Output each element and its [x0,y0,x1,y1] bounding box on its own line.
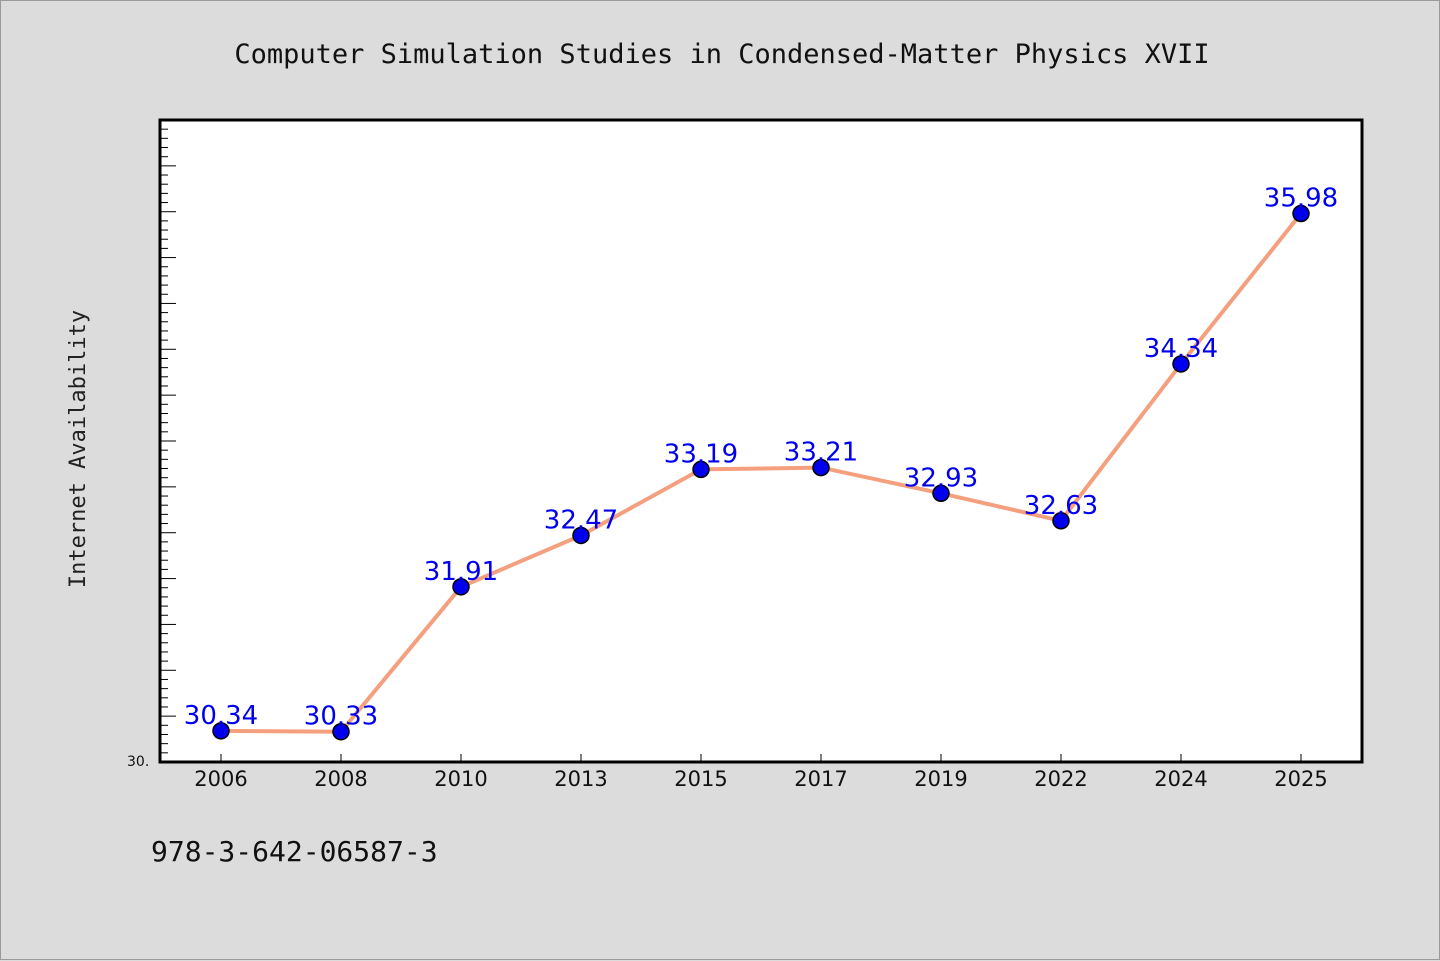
x-tick-label: 2017 [794,767,847,791]
data-label: 34.34 [1144,334,1218,364]
data-point [812,458,830,477]
data-markers [212,204,1310,741]
data-label: 33.19 [664,439,738,469]
data-label: 33.21 [784,438,858,468]
data-point [572,526,590,545]
data-label: 30.33 [304,702,378,732]
data-point [1052,512,1070,530]
chart-title: Computer Simulation Studies in Condensed… [234,39,1209,70]
data-point [452,578,470,596]
x-tick-label: 2006 [194,767,247,791]
data-label: 32.93 [904,463,978,493]
data-label: 32.47 [544,505,618,535]
x-tick-label: 2019 [914,767,967,791]
data-point [932,484,950,503]
x-axis-ticks: 2006 2008 2010 2013 2015 2017 2019 2022 2024 2025 [194,754,1328,791]
x-tick-label: 2024 [1154,767,1207,791]
series-line [220,212,1303,734]
data-label: 30.34 [184,701,258,731]
data-label: 31.91 [424,557,498,587]
data-point [1292,204,1310,223]
plot-area [158,118,1364,764]
data-labels: 30.34 30.33 31.91 32.47 33.19 33.21 32.93 32.63… [184,184,1338,732]
y-axis-label: Internet Availability [66,310,91,588]
x-tick-label: 2022 [1034,767,1087,791]
data-point [332,722,350,741]
x-tick-label: 2025 [1274,767,1327,791]
x-tick-label: 2010 [434,767,487,791]
data-point [692,460,710,479]
x-tick-label: 2015 [674,767,727,791]
x-tick-label: 2008 [314,767,367,791]
data-label: 35.98 [1264,184,1338,214]
x-tick-label: 2013 [554,767,607,791]
isbn-label: 978-3-642-06587-3 [151,835,438,868]
data-point [212,722,230,740]
y-axis-ticks [160,119,176,763]
data-point [1172,355,1190,373]
data-label: 32.63 [1024,491,1098,521]
y-axis-min-label: 30. [127,754,149,770]
